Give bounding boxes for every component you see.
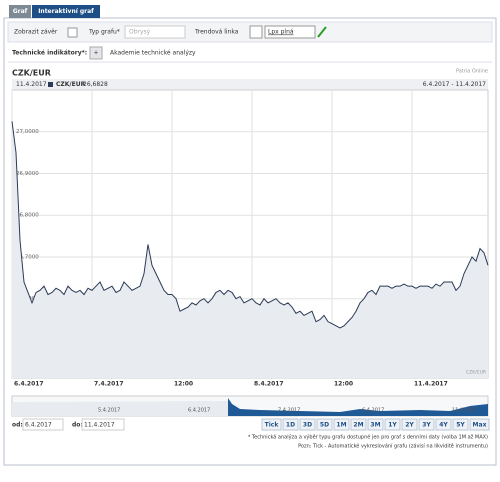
navigator-label: 11.4.2017: [452, 408, 477, 414]
navigator-label: 5.4.2017: [98, 408, 120, 414]
label: Trendová linka: [194, 29, 239, 36]
range-button-label[interactable]: 3Y: [422, 422, 431, 429]
label: Zobrazit závěr: [14, 29, 58, 36]
input[interactable]: [22, 418, 64, 431]
label: od:: [12, 422, 23, 429]
line: [11, 121, 489, 329]
range-button-label[interactable]: 2M: [353, 422, 363, 429]
navigator-selection[interactable]: [228, 398, 488, 416]
input[interactable]: [81, 418, 125, 431]
x-tick-label: 7.4.2017: [94, 381, 124, 388]
note: Pozn: Tick - Automatické vykreslování gr…: [298, 443, 488, 450]
button[interactable]: [89, 46, 103, 60]
y-tick-label: 26,8000: [16, 213, 39, 219]
legend-bar: [12, 79, 488, 90]
range-button-label[interactable]: 2Y: [405, 422, 414, 429]
range-button[interactable]: [367, 418, 384, 431]
label: Technické indikátory*:: [12, 50, 87, 57]
watermark: CZK/EUR: [466, 370, 486, 376]
button-label[interactable]: +: [93, 50, 98, 57]
range-button[interactable]: [261, 418, 282, 431]
y-tick-label: 26,9000: [16, 171, 39, 177]
range-button-label[interactable]: Tick: [265, 422, 280, 429]
x-tick-label: 12:00: [174, 381, 193, 388]
x-tick-label: 6.4.2017: [14, 381, 44, 388]
range-button-label[interactable]: 3M: [370, 422, 380, 429]
x-tick-label: 12:00: [334, 381, 353, 388]
range-button[interactable]: [435, 418, 452, 431]
color-box[interactable]: [249, 25, 263, 39]
dropdown[interactable]: [264, 25, 316, 39]
tab-label[interactable]: Graf: [13, 8, 28, 15]
range-button-label[interactable]: 5Y: [456, 422, 465, 429]
x-tick-label: 8.4.2017: [254, 381, 284, 388]
legend-value: 26,6828: [83, 81, 108, 88]
legend-swatch: [48, 82, 53, 87]
y-tick-label: 27,0000: [16, 129, 39, 135]
legend-date: 11.4.2017: [16, 81, 47, 88]
label: do:: [72, 422, 83, 429]
x-tick-label: 11.4.2017: [414, 381, 448, 388]
area-fill: [12, 121, 488, 378]
link[interactable]: Akademie technické analýzy: [110, 50, 196, 57]
range-button-label[interactable]: 1Y: [388, 422, 397, 429]
range-button-label[interactable]: 5D: [320, 422, 329, 429]
date-range: 6.4.2017 - 11.4.2017: [423, 81, 486, 88]
input-value[interactable]: 11.4.2017: [84, 422, 115, 429]
navigator-history: [12, 401, 228, 416]
range-button[interactable]: [384, 418, 401, 431]
range-button-label[interactable]: 3D: [303, 422, 312, 429]
range-button[interactable]: [401, 418, 418, 431]
dropdown-value[interactable]: Obrysý: [129, 29, 151, 36]
range-button[interactable]: [469, 418, 490, 431]
dropdown[interactable]: [124, 25, 186, 39]
range-button[interactable]: [452, 418, 469, 431]
dropdown-value[interactable]: Lpx plná: [268, 29, 294, 36]
navigator-label: 6.4.2017: [188, 408, 210, 414]
y-tick-label: 26,7000: [16, 254, 39, 260]
range-button[interactable]: [333, 418, 350, 431]
source: Patria Online: [456, 69, 488, 75]
label: Typ grafu*: [88, 29, 120, 36]
chart-title: CZK/EUR: [12, 69, 51, 78]
range-button[interactable]: [299, 418, 316, 431]
range-button-label[interactable]: 1D: [286, 422, 295, 429]
range-button-label[interactable]: 1M: [336, 422, 346, 429]
input-value[interactable]: 6.4.2017: [25, 422, 52, 429]
checkbox[interactable]: [67, 27, 78, 38]
pencil-icon[interactable]: [317, 26, 327, 38]
note: * Technická analýza a výběr typu grafu d…: [248, 434, 488, 441]
navigator-label: 7.4.2017: [278, 408, 300, 414]
legend-name: CZK/EUR: [56, 81, 86, 88]
range-button[interactable]: [350, 418, 367, 431]
navigator-label: 6.4.2017: [362, 408, 384, 414]
range-button[interactable]: [418, 418, 435, 431]
tab-label[interactable]: Interaktivní graf: [38, 8, 94, 15]
range-button-label[interactable]: Max: [473, 422, 487, 429]
tab-active[interactable]: [32, 5, 100, 18]
range-button[interactable]: [282, 418, 299, 431]
range-button-label[interactable]: 4Y: [439, 422, 448, 429]
tab[interactable]: [9, 5, 31, 18]
range-button[interactable]: [316, 418, 333, 431]
